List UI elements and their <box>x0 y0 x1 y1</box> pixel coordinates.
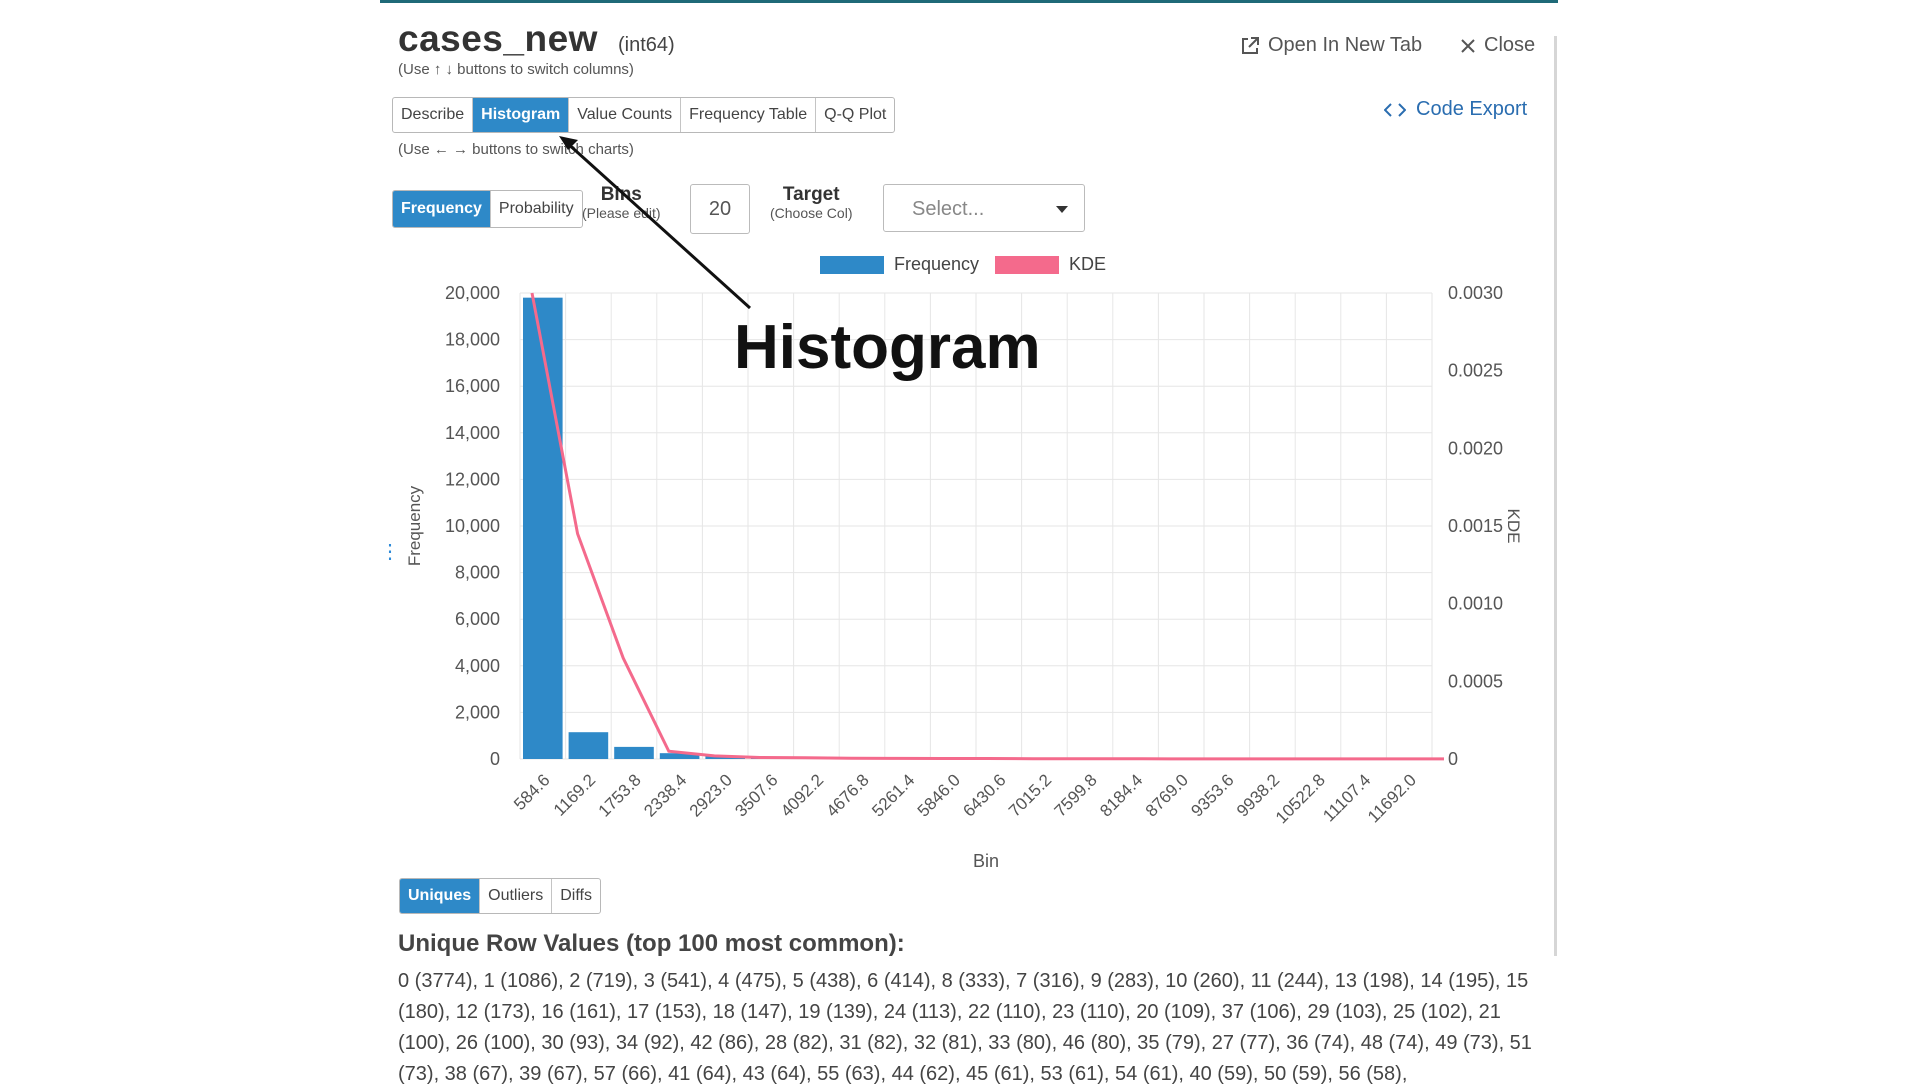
chevron-down-icon <box>1056 206 1068 213</box>
open-new-tab-button[interactable]: Open In New Tab <box>1240 34 1422 57</box>
x-tick-label: 7599.8 <box>1051 770 1101 820</box>
x-tick-label: 4092.2 <box>777 770 827 820</box>
external-link-icon <box>1240 36 1260 56</box>
y-tick-label: 0 <box>490 749 500 769</box>
histogram-annotation: Histogram <box>734 312 1041 383</box>
panel-top-border <box>380 0 1558 3</box>
target-title: Target <box>770 186 852 204</box>
y2-tick-label: 0.0010 <box>1448 594 1503 614</box>
tab-value-counts[interactable]: Value Counts <box>569 98 681 132</box>
mode-tabs: Frequency Probability <box>392 190 583 228</box>
x-tick-label: 4676.8 <box>823 770 873 820</box>
close-icon <box>1460 38 1476 54</box>
target-subtitle: (Choose Col) <box>770 204 852 222</box>
x-tick-label: 2338.4 <box>640 770 690 820</box>
bins-subtitle: (Please edit) <box>582 204 661 222</box>
close-button[interactable]: Close <box>1460 34 1535 57</box>
tab-probability[interactable]: Probability <box>491 191 582 227</box>
x-axis-label: Bin <box>973 851 999 871</box>
chart-tabs: Describe Histogram Value Counts Frequenc… <box>392 97 895 133</box>
code-icon <box>1384 103 1406 117</box>
y2-tick-label: 0.0020 <box>1448 438 1503 458</box>
tab-outliers[interactable]: Outliers <box>480 879 552 913</box>
y-tick-label: 10,000 <box>445 516 500 536</box>
tab-uniques[interactable]: Uniques <box>400 879 480 913</box>
target-label: Target (Choose Col) <box>770 186 852 222</box>
y2-axis-label: KDE <box>1504 509 1523 544</box>
x-tick-label: 5261.4 <box>868 770 918 820</box>
x-tick-label: 7015.2 <box>1005 770 1055 820</box>
histogram-bar <box>523 298 563 759</box>
tab-histogram[interactable]: Histogram <box>473 98 569 132</box>
x-tick-label: 3507.6 <box>731 770 781 820</box>
close-label: Close <box>1484 34 1535 57</box>
tab-diffs[interactable]: Diffs <box>552 879 600 913</box>
target-select-value: Select... <box>912 198 984 220</box>
x-tick-label: 8769.0 <box>1142 770 1192 820</box>
bottom-tabs: Uniques Outliers Diffs <box>399 878 601 914</box>
tab-describe[interactable]: Describe <box>393 98 473 132</box>
x-tick-label: 2923.0 <box>686 770 736 820</box>
y-tick-label: 20,000 <box>445 283 500 303</box>
x-tick-label: 5846.0 <box>914 770 964 820</box>
histogram-bar <box>569 732 609 759</box>
y-axis-label: Frequency <box>405 485 424 566</box>
x-tick-label: 6430.6 <box>959 770 1009 820</box>
chart-switch-hint: (Use ← → buttons to switch charts) <box>398 141 634 158</box>
y2-tick-label: 0.0025 <box>1448 361 1503 381</box>
x-tick-label: 9353.6 <box>1187 770 1237 820</box>
x-tick-label: 11692.0 <box>1364 770 1420 826</box>
column-dtype: (int64) <box>618 34 675 57</box>
bins-input[interactable]: 20 <box>690 184 750 234</box>
code-export-button[interactable]: Code Export <box>1384 98 1527 121</box>
x-tick-label: 584.6 <box>510 770 554 814</box>
y-tick-label: 4,000 <box>455 656 500 676</box>
x-tick-label: 8184.4 <box>1096 770 1146 820</box>
y-tick-label: 16,000 <box>445 376 500 396</box>
y-tick-label: 2,000 <box>455 702 500 722</box>
y-tick-label: 12,000 <box>445 469 500 489</box>
open-new-tab-label: Open In New Tab <box>1268 34 1422 57</box>
tab-frequency[interactable]: Frequency <box>393 191 491 227</box>
y2-tick-label: 0.0005 <box>1448 671 1503 691</box>
code-export-label: Code Export <box>1416 98 1527 121</box>
uniques-title: Unique Row Values (top 100 most common): <box>398 930 905 958</box>
histogram-bar <box>614 747 654 759</box>
bins-label: Bins (Please edit) <box>582 186 661 222</box>
target-select[interactable]: Select... <box>883 184 1085 232</box>
tab-frequency-table[interactable]: Frequency Table <box>681 98 816 132</box>
column-name: cases_new <box>398 18 598 60</box>
y2-tick-label: 0.0015 <box>1448 516 1503 536</box>
y-tick-label: 18,000 <box>445 330 500 350</box>
y-tick-label: 8,000 <box>455 563 500 583</box>
bins-title: Bins <box>582 186 661 204</box>
y2-tick-label: 0.0030 <box>1448 283 1503 303</box>
y-tick-label: 6,000 <box>455 609 500 629</box>
uniques-values: 0 (3774), 1 (1086), 2 (719), 3 (541), 4 … <box>398 966 1534 1090</box>
x-tick-label: 1169.2 <box>550 770 599 819</box>
x-tick-label: 11107.4 <box>1319 770 1374 825</box>
column-switch-hint: (Use ↑ ↓ buttons to switch columns) <box>398 61 634 78</box>
tab-qq-plot[interactable]: Q-Q Plot <box>816 98 894 132</box>
x-tick-label: 1753.8 <box>595 770 645 820</box>
y2-tick-label: 0 <box>1448 749 1458 769</box>
x-tick-label: 10522.8 <box>1272 770 1329 827</box>
y-tick-label: 14,000 <box>445 423 500 443</box>
